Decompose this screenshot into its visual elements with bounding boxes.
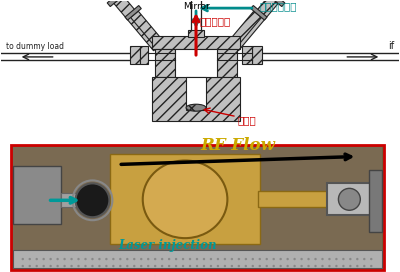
Circle shape: [245, 265, 246, 267]
Bar: [130, 46, 140, 64]
Bar: [60, 193, 82, 207]
Circle shape: [113, 265, 114, 267]
Circle shape: [273, 265, 274, 267]
Circle shape: [148, 265, 149, 267]
Circle shape: [287, 265, 288, 267]
Ellipse shape: [143, 160, 227, 238]
Circle shape: [57, 265, 58, 267]
Circle shape: [322, 265, 323, 267]
Circle shape: [315, 265, 316, 267]
Circle shape: [43, 265, 44, 267]
Ellipse shape: [186, 104, 206, 111]
Circle shape: [266, 265, 267, 267]
Circle shape: [238, 265, 239, 267]
Text: RF Flow: RF Flow: [200, 138, 275, 154]
Bar: [11, 144, 384, 270]
Circle shape: [134, 265, 135, 267]
Circle shape: [336, 265, 337, 267]
Circle shape: [231, 265, 232, 267]
Bar: [13, 166, 60, 224]
Circle shape: [127, 265, 128, 267]
Bar: [155, 49, 175, 77]
Bar: [152, 77, 240, 121]
Circle shape: [329, 265, 330, 267]
Circle shape: [371, 265, 372, 267]
Bar: [258, 191, 330, 207]
Polygon shape: [251, 5, 267, 20]
Circle shape: [308, 265, 309, 267]
Circle shape: [71, 265, 72, 267]
Circle shape: [155, 265, 156, 267]
Circle shape: [169, 265, 170, 267]
Circle shape: [357, 265, 358, 267]
Text: if: if: [388, 41, 394, 51]
Polygon shape: [223, 11, 262, 54]
Text: to dummy load: to dummy load: [6, 42, 64, 51]
Polygon shape: [114, 0, 163, 51]
Bar: [328, 183, 372, 215]
Circle shape: [106, 265, 107, 267]
Polygon shape: [265, 0, 285, 7]
Bar: [140, 46, 148, 64]
Text: Laser injection: Laser injection: [118, 239, 217, 252]
Text: 光陰極: 光陰極: [238, 116, 256, 126]
Circle shape: [196, 265, 198, 267]
Bar: [217, 49, 237, 77]
Text: 電子ビーム: 電子ビーム: [200, 16, 231, 26]
Circle shape: [29, 265, 30, 267]
Circle shape: [350, 265, 351, 267]
Circle shape: [301, 265, 302, 267]
Circle shape: [78, 265, 79, 267]
Text: レーザビーム: レーザビーム: [260, 1, 297, 11]
Circle shape: [22, 265, 23, 267]
Circle shape: [76, 183, 109, 217]
Bar: [152, 36, 240, 49]
Circle shape: [162, 265, 163, 267]
Bar: [13, 147, 382, 268]
Circle shape: [36, 265, 37, 267]
Circle shape: [120, 265, 121, 267]
Circle shape: [252, 265, 253, 267]
Circle shape: [92, 265, 93, 267]
Circle shape: [294, 265, 295, 267]
Bar: [252, 46, 262, 64]
Bar: [242, 46, 252, 64]
Circle shape: [338, 188, 360, 210]
Circle shape: [343, 265, 344, 267]
Circle shape: [85, 265, 86, 267]
Circle shape: [210, 265, 212, 267]
Circle shape: [182, 265, 184, 267]
Polygon shape: [229, 0, 278, 51]
Circle shape: [99, 265, 100, 267]
Circle shape: [259, 265, 260, 267]
Text: Mirror: Mirror: [183, 2, 209, 11]
Bar: [186, 77, 206, 110]
Circle shape: [280, 265, 281, 267]
Bar: [110, 154, 260, 244]
Bar: [369, 171, 382, 232]
Circle shape: [141, 265, 142, 267]
Bar: [13, 250, 382, 268]
Circle shape: [364, 265, 365, 267]
Bar: [1, 1, 399, 143]
Circle shape: [64, 265, 65, 267]
Polygon shape: [107, 0, 127, 7]
Circle shape: [224, 265, 225, 267]
Bar: [188, 30, 204, 37]
Bar: [175, 49, 217, 77]
Circle shape: [50, 265, 51, 267]
Polygon shape: [131, 11, 169, 54]
Polygon shape: [125, 5, 141, 20]
